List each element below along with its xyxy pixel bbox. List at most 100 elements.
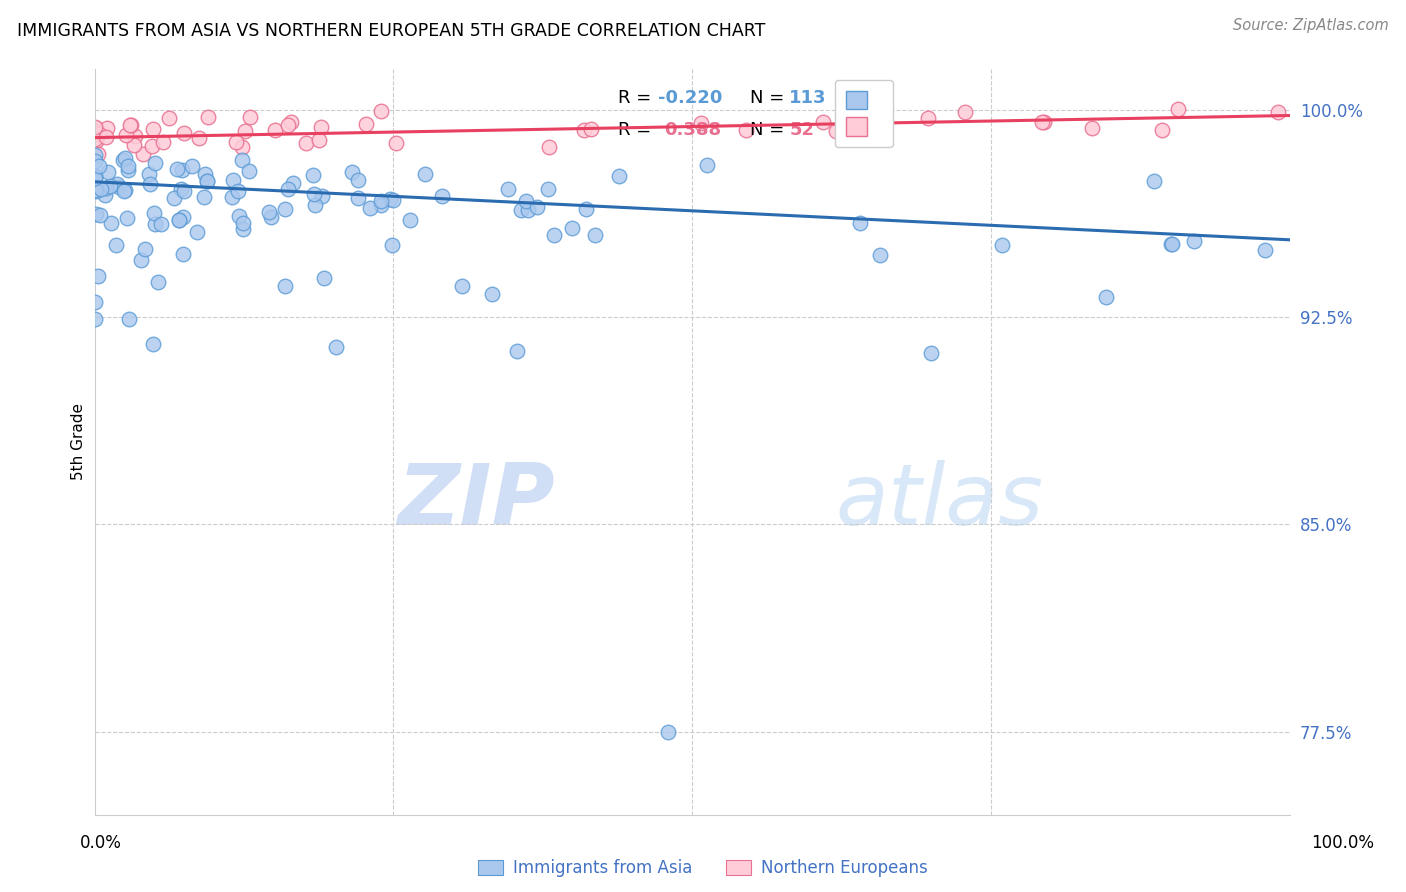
- Point: [114, 184, 136, 198]
- Point: [370, 198, 392, 212]
- Point: [173, 184, 195, 198]
- Point: [509, 203, 531, 218]
- Point: [920, 345, 942, 359]
- Point: [167, 212, 190, 227]
- Point: [526, 200, 548, 214]
- Point: [107, 179, 129, 194]
- Point: [83, 169, 105, 183]
- Point: [98, 178, 121, 193]
- Legend: , : ,: [835, 79, 893, 147]
- Point: [273, 279, 295, 293]
- Point: [1143, 174, 1166, 188]
- Point: [277, 119, 299, 133]
- Point: [187, 131, 209, 145]
- Point: [991, 238, 1014, 252]
- Point: [167, 212, 190, 227]
- Point: [413, 168, 436, 182]
- Point: [163, 191, 186, 205]
- Point: [506, 344, 529, 359]
- Point: [340, 165, 363, 179]
- Point: [304, 186, 326, 201]
- Point: [87, 127, 110, 141]
- Point: [259, 210, 281, 224]
- Text: IMMIGRANTS FROM ASIA VS NORTHERN EUROPEAN 5TH GRADE CORRELATION CHART: IMMIGRANTS FROM ASIA VS NORTHERN EUROPEA…: [17, 22, 765, 40]
- Point: [142, 337, 165, 351]
- Point: [312, 270, 335, 285]
- Point: [561, 220, 583, 235]
- Point: [195, 174, 218, 188]
- Point: [1150, 123, 1173, 137]
- Point: [83, 148, 105, 162]
- Point: [231, 140, 253, 154]
- Point: [1095, 290, 1118, 304]
- Text: 113: 113: [789, 89, 827, 107]
- Point: [430, 188, 453, 202]
- Point: [132, 147, 155, 161]
- Text: N =: N =: [749, 120, 790, 138]
- Point: [311, 189, 333, 203]
- Point: [385, 136, 408, 150]
- Point: [277, 181, 299, 195]
- Point: [370, 194, 392, 208]
- Point: [295, 136, 318, 150]
- Point: [259, 204, 281, 219]
- Point: [93, 188, 115, 202]
- Point: [734, 123, 756, 137]
- Point: [141, 139, 163, 153]
- Point: [238, 164, 260, 178]
- Point: [354, 117, 377, 131]
- Point: [221, 190, 243, 204]
- Point: [143, 217, 166, 231]
- Point: [953, 104, 976, 119]
- Point: [117, 163, 139, 178]
- Point: [117, 159, 139, 173]
- Point: [197, 173, 219, 187]
- Point: [690, 116, 713, 130]
- Text: 0.0%: 0.0%: [80, 834, 122, 852]
- Point: [228, 209, 250, 223]
- Point: [481, 287, 503, 301]
- Text: 0.388: 0.388: [664, 120, 721, 138]
- Point: [496, 182, 519, 196]
- Point: [197, 111, 219, 125]
- Point: [172, 211, 194, 225]
- Text: Source: ZipAtlas.com: Source: ZipAtlas.com: [1233, 18, 1389, 33]
- Point: [231, 153, 253, 168]
- Point: [84, 134, 107, 148]
- Point: [83, 124, 105, 138]
- Point: [193, 168, 215, 182]
- Point: [581, 121, 603, 136]
- Point: [120, 118, 142, 132]
- Point: [94, 181, 117, 195]
- Point: [1081, 121, 1104, 136]
- Point: [304, 198, 326, 212]
- Point: [274, 202, 297, 216]
- Text: R =: R =: [619, 89, 657, 107]
- Point: [538, 139, 561, 153]
- Point: [87, 147, 110, 161]
- Point: [1032, 115, 1054, 129]
- Text: 100.0%: 100.0%: [1312, 834, 1374, 852]
- Point: [824, 124, 846, 138]
- Point: [124, 128, 146, 143]
- Point: [86, 206, 108, 220]
- Point: [181, 159, 204, 173]
- Point: [233, 123, 256, 137]
- Point: [90, 182, 112, 196]
- Point: [239, 110, 262, 124]
- Point: [325, 340, 347, 354]
- Point: [83, 183, 105, 197]
- Point: [83, 131, 105, 145]
- Point: [111, 153, 134, 167]
- Point: [148, 275, 170, 289]
- Point: [157, 112, 180, 126]
- Point: [170, 182, 193, 196]
- Point: [114, 183, 136, 197]
- Text: atlas: atlas: [835, 459, 1043, 542]
- Point: [696, 159, 718, 173]
- Point: [381, 237, 404, 252]
- Text: 52: 52: [789, 120, 814, 138]
- Point: [572, 123, 595, 137]
- Point: [451, 279, 474, 293]
- Point: [517, 202, 540, 217]
